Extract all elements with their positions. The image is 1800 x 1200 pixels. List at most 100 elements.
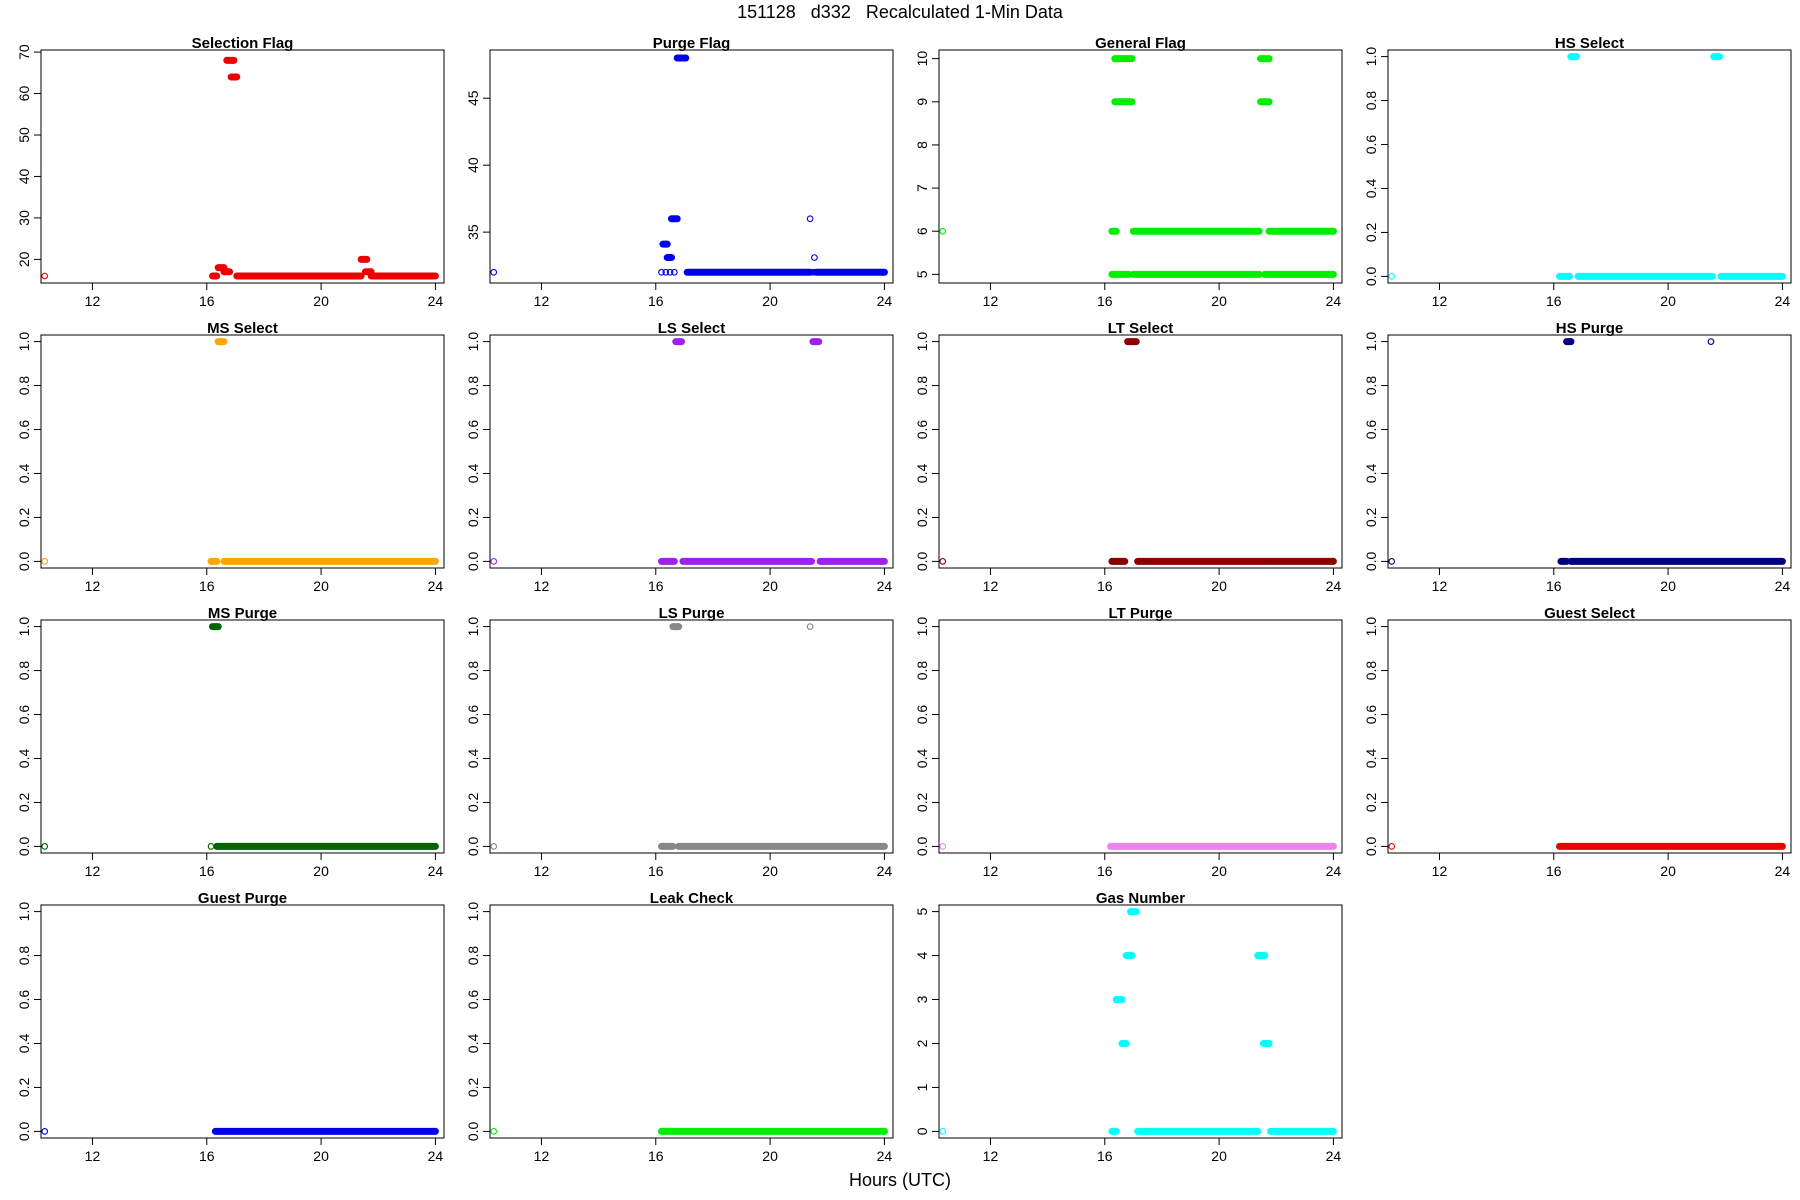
x-tick-label: 24 (1326, 1148, 1342, 1164)
y-tick-label: 0.4 (1363, 749, 1379, 769)
y-tick-label: 0.6 (16, 705, 32, 725)
panel-ls-select: LS Select 12 16 20 24 0.0 0.2 0.4 0.6 0.8 1.0 (465, 320, 894, 594)
x-tick-label: 24 (428, 293, 444, 309)
panel-title: Gas Number (1096, 890, 1185, 907)
y-tick-label: 2 (914, 1039, 930, 1047)
y-tick-label: 0.6 (914, 705, 930, 725)
data-point (490, 843, 498, 850)
y-tick-label: 0.0 (1363, 266, 1379, 286)
y-tick-label: 0.8 (1363, 376, 1379, 396)
panel-title: LS Purge (659, 605, 725, 622)
panel-guest-select: Guest Select 12 16 20 24 0.0 0.2 0.4 0.6 0.8 1.0 (1363, 605, 1792, 879)
x-tick-label: 12 (85, 293, 101, 309)
x-tick-label: 24 (1326, 578, 1342, 594)
panel-purge-flag: Purge Flag 12 16 20 24 35 40 45 (465, 35, 894, 309)
x-tick-label: 24 (877, 578, 893, 594)
x-tick-label: 16 (648, 1148, 664, 1164)
data-point (939, 558, 947, 565)
y-tick-label: 1.0 (465, 332, 481, 352)
y-tick-label: 0.2 (465, 793, 481, 813)
y-tick-label: 0.4 (465, 464, 481, 484)
x-tick-label: 20 (762, 863, 778, 879)
x-tick-label: 20 (313, 1148, 329, 1164)
x-tick-label: 20 (762, 293, 778, 309)
panel-guest-purge: Guest Purge 12 16 20 24 0.0 0.2 0.4 0.6 0.8 1.0 (16, 890, 445, 1164)
y-tick-label: 0.4 (1363, 179, 1379, 199)
x-tick-label: 12 (534, 293, 550, 309)
y-tick-label: 0.0 (914, 551, 930, 571)
y-tick-label: 0.6 (1363, 420, 1379, 440)
x-tick-label: 16 (1097, 1148, 1113, 1164)
y-tick-label: 1.0 (465, 617, 481, 637)
data-point (666, 268, 674, 276)
plot-frame (938, 49, 1343, 284)
panel-hs-purge: HS Purge 12 16 20 24 0.0 0.2 0.4 0.6 0.8 1.0 (1363, 320, 1792, 594)
plot-frame (489, 334, 894, 569)
y-tick-label: 0.0 (465, 1121, 481, 1141)
x-tick-label: 20 (1211, 293, 1227, 309)
x-tick-label: 16 (1097, 863, 1113, 879)
y-tick-label: 40 (16, 168, 32, 184)
y-tick-label: 60 (16, 86, 32, 102)
x-tick-label: 20 (1660, 863, 1676, 879)
x-tick-label: 16 (648, 863, 664, 879)
x-tick-label: 20 (313, 863, 329, 879)
data-point (1388, 843, 1396, 850)
y-tick-label: 1.0 (1363, 617, 1379, 637)
panel-ms-purge: MS Purge 12 16 20 24 0.0 0.2 0.4 0.6 0.8 1.0 (16, 605, 445, 879)
y-tick-label: 0.8 (914, 661, 930, 681)
y-tick-label: 0.8 (16, 661, 32, 681)
x-tick-label: 12 (534, 1148, 550, 1164)
data-point (811, 254, 818, 261)
y-tick-label: 0.0 (1363, 551, 1379, 571)
x-tick-label: 12 (983, 863, 999, 879)
data-point (41, 1128, 49, 1135)
data-point (939, 1128, 947, 1135)
plot-frame (1387, 334, 1792, 569)
x-tick-label: 16 (1546, 293, 1562, 309)
x-tick-label: 20 (1660, 578, 1676, 594)
y-tick-label: 0.6 (16, 990, 32, 1010)
data-point (207, 843, 215, 850)
x-tick-label: 12 (85, 578, 101, 594)
x-tick-label: 24 (1775, 863, 1791, 879)
panel-title: LS Select (658, 320, 726, 337)
y-tick-label: 0.2 (914, 793, 930, 813)
y-tick-label: 0.2 (914, 508, 930, 528)
y-tick-label: 0.4 (465, 1034, 481, 1054)
x-tick-label: 24 (428, 1148, 444, 1164)
x-axis-title: Hours (UTC) (849, 1170, 951, 1190)
y-tick-label: 0.2 (465, 1078, 481, 1098)
x-tick-label: 24 (877, 293, 893, 309)
panel-title: Purge Flag (653, 35, 731, 52)
y-tick-label: 0.0 (16, 836, 32, 856)
data-point (806, 215, 814, 223)
y-tick-label: 0.4 (16, 464, 32, 484)
x-tick-label: 20 (1211, 863, 1227, 879)
panel-ls-purge: LS Purge 12 16 20 24 0.0 0.2 0.4 0.6 0.8 1.0 (465, 605, 894, 879)
panel-title: General Flag (1095, 35, 1186, 52)
x-tick-label: 12 (983, 1148, 999, 1164)
x-tick-label: 12 (534, 578, 550, 594)
panel-title: LT Select (1108, 320, 1174, 337)
data-point (662, 268, 670, 276)
data-point (490, 268, 498, 276)
data-point (41, 558, 49, 565)
x-tick-label: 16 (648, 293, 664, 309)
x-tick-label: 12 (85, 863, 101, 879)
panel-general-flag: General Flag 12 16 20 24 5 6 7 8 9 10 (914, 35, 1343, 309)
y-tick-label: 0.8 (1363, 661, 1379, 681)
x-tick-label: 24 (1775, 293, 1791, 309)
y-tick-label: 0.0 (465, 836, 481, 856)
data-point (1388, 273, 1396, 280)
x-tick-label: 16 (1546, 578, 1562, 594)
y-tick-label: 1.0 (914, 617, 930, 637)
y-tick-label: 0.2 (16, 793, 32, 813)
x-tick-label: 20 (1211, 1148, 1227, 1164)
data-point (671, 268, 678, 276)
panel-title: Leak Check (650, 890, 734, 907)
x-tick-label: 16 (1097, 578, 1113, 594)
plot-frame (489, 49, 894, 284)
